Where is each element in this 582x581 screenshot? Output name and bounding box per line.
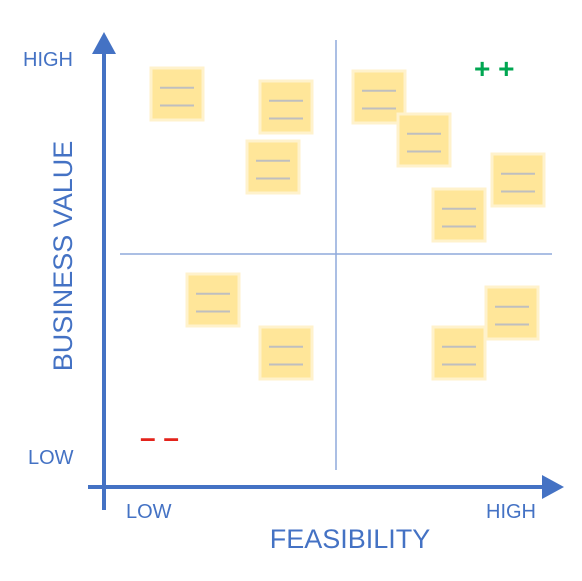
sticky-note-paper bbox=[431, 325, 487, 381]
minus-marker: – – bbox=[140, 422, 179, 453]
sticky-note-paper bbox=[258, 79, 314, 135]
sticky-note-paper bbox=[351, 69, 407, 125]
y-axis-high-label: HIGH bbox=[23, 49, 73, 71]
sticky-note-paper bbox=[258, 325, 314, 381]
sticky-note-paper bbox=[484, 285, 540, 341]
sticky-note bbox=[431, 187, 487, 243]
sticky-note-paper bbox=[185, 272, 241, 328]
y-axis-title: BUSINESS VALUE bbox=[48, 141, 78, 372]
sticky-notes bbox=[149, 66, 546, 381]
plus-marker: + + bbox=[474, 53, 514, 84]
sticky-note-paper bbox=[245, 139, 301, 195]
sticky-note bbox=[258, 325, 314, 381]
sticky-note bbox=[149, 66, 205, 122]
sticky-note-paper bbox=[490, 152, 546, 208]
y-axis-arrowhead bbox=[92, 32, 116, 54]
sticky-note-paper bbox=[431, 187, 487, 243]
sticky-note bbox=[351, 69, 407, 125]
x-axis-title: FEASIBILITY bbox=[270, 524, 431, 554]
sticky-note bbox=[396, 112, 452, 168]
sticky-note bbox=[185, 272, 241, 328]
sticky-note bbox=[245, 139, 301, 195]
sticky-note bbox=[484, 285, 540, 341]
x-axis-low-label: LOW bbox=[126, 501, 172, 523]
sticky-note bbox=[258, 79, 314, 135]
sticky-note bbox=[490, 152, 546, 208]
y-axis-low-label: LOW bbox=[28, 447, 74, 469]
sticky-note-paper bbox=[149, 66, 205, 122]
x-axis-high-label: HIGH bbox=[486, 501, 536, 523]
x-axis-arrowhead bbox=[542, 475, 564, 499]
sticky-note-paper bbox=[396, 112, 452, 168]
sticky-note bbox=[431, 325, 487, 381]
